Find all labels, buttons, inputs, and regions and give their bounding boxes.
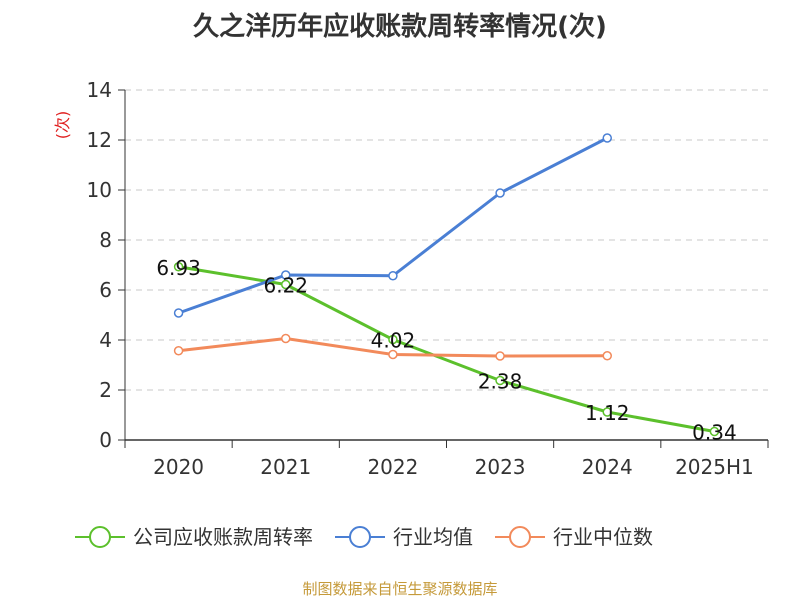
y-tick-label: 10 [87, 178, 112, 202]
legend-item-1[interactable]: 行业均值 [335, 525, 473, 549]
grid-lines [125, 89, 768, 391]
legend-label: 公司应收账款周转率 [133, 525, 313, 549]
series-line-0 [178, 265, 715, 433]
data-point [281, 270, 291, 280]
data-labels: 6.93 6.22 4.02 2.38 1.12 0.34 [156, 256, 736, 445]
y-axis-label: (次) [53, 111, 72, 140]
legend-marker [349, 526, 371, 548]
x-tick-label: 2021 [260, 455, 311, 479]
x-tick-label: 2020 [153, 455, 204, 479]
y-tick-label: 4 [99, 328, 112, 352]
data-point [388, 334, 398, 345]
data-point [495, 351, 505, 361]
data-point [602, 133, 612, 143]
data-label: 6.22 [263, 274, 308, 298]
legend-item-0[interactable]: 公司应收账款周转率 [75, 525, 313, 549]
data-label: 6.93 [156, 256, 201, 280]
chart-title: 久之洋历年应收账款周转率情况(次) [193, 12, 607, 42]
series-line-1 [178, 136, 608, 315]
legend-marker [89, 526, 111, 548]
data-point [173, 346, 184, 356]
axes: 0 2 4 6 8 10 12 14 2020 2021 2022 2023 2024 2025H1 (次) [53, 78, 769, 479]
data-label: 1.12 [585, 401, 630, 425]
data-point [495, 188, 505, 198]
y-tick-label: 14 [87, 78, 112, 102]
data-label: 2.38 [478, 370, 523, 394]
data-point [281, 279, 291, 290]
data-point [388, 349, 398, 360]
legend-label: 行业中位数 [553, 525, 653, 549]
source-note: 制图数据来自恒生聚源数据库 [302, 580, 498, 598]
data-point [173, 262, 184, 272]
y-tick-label: 6 [99, 278, 112, 302]
data-point [281, 333, 291, 344]
y-tick-label: 0 [99, 428, 112, 452]
data-point [173, 308, 184, 318]
y-tick-label: 12 [87, 128, 112, 152]
data-point [495, 375, 505, 386]
series-layer [173, 133, 720, 437]
data-label: 0.34 [692, 421, 737, 445]
legend-label: 行业均值 [393, 525, 473, 549]
x-tick-label: 2024 [582, 455, 633, 479]
y-tick-label: 8 [99, 228, 112, 252]
x-tick-label: 2025H1 [675, 455, 754, 479]
y-tick-label: 2 [99, 378, 112, 402]
data-point [388, 271, 398, 281]
legend-item-2[interactable]: 行业中位数 [495, 525, 653, 549]
legend-marker [509, 526, 531, 548]
data-point [602, 407, 612, 417]
legend: 公司应收账款周转率 行业均值 行业中位数 [75, 525, 653, 549]
x-tick-label: 2022 [367, 455, 418, 479]
data-point [709, 426, 720, 437]
x-tick-label: 2023 [475, 455, 526, 479]
data-label: 4.02 [371, 329, 416, 353]
data-point [602, 351, 612, 361]
